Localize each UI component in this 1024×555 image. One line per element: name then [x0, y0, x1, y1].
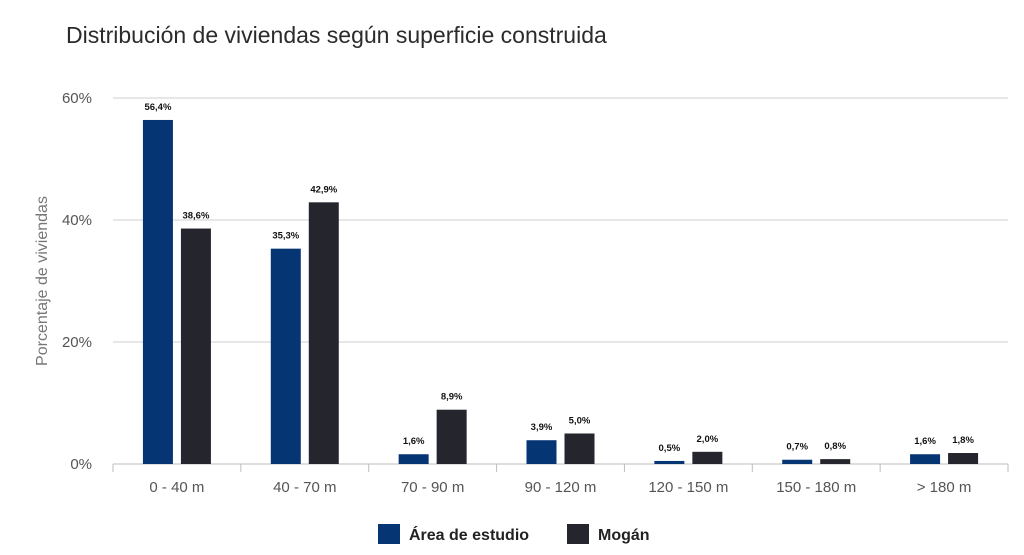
- data-label: 1,6%: [403, 436, 425, 447]
- x-tick-label: 40 - 70 m: [273, 479, 336, 496]
- x-tick-label: 0 - 40 m: [149, 479, 204, 496]
- bar: [948, 453, 979, 464]
- bar: [564, 433, 595, 464]
- bar: [398, 454, 429, 464]
- x-tick-label: 150 - 180 m: [776, 479, 856, 496]
- bar: [692, 451, 723, 464]
- legend-swatch: [378, 524, 400, 544]
- data-label: 0,8%: [824, 441, 846, 452]
- data-label: 3,9%: [531, 422, 553, 433]
- y-tick-label: 40%: [62, 212, 92, 229]
- bar: [142, 119, 173, 465]
- data-label: 1,8%: [952, 435, 974, 446]
- x-tick-label: 120 - 150 m: [648, 479, 728, 496]
- data-label: 56,4%: [144, 102, 171, 113]
- data-label: 0,5%: [659, 443, 681, 454]
- x-tick-label: > 180 m: [917, 479, 972, 496]
- bar: [782, 459, 813, 464]
- chart-title: Distribución de viviendas según superfic…: [66, 22, 607, 48]
- y-tick-label: 0%: [70, 456, 92, 473]
- data-label: 38,6%: [182, 211, 209, 222]
- y-tick-label: 20%: [62, 334, 92, 351]
- bar: [436, 409, 467, 464]
- data-label: 8,9%: [441, 392, 463, 403]
- data-label: 42,9%: [310, 184, 337, 195]
- bar: [910, 454, 941, 464]
- bar: [270, 248, 301, 464]
- data-label: 0,7%: [786, 442, 808, 453]
- bar: [180, 228, 211, 464]
- legend-swatch: [567, 524, 589, 544]
- bar: [526, 440, 557, 464]
- data-label: 2,0%: [697, 434, 719, 445]
- data-label: 35,3%: [272, 231, 299, 242]
- x-tick-label: 90 - 120 m: [525, 479, 597, 496]
- bar: [308, 202, 339, 464]
- x-tick-label: 70 - 90 m: [401, 479, 464, 496]
- legend-label: Mogán: [598, 527, 650, 544]
- bar: [654, 460, 685, 464]
- data-label: 1,6%: [914, 436, 936, 447]
- y-axis-label: Porcentaje de viviendas: [34, 196, 51, 366]
- bar: [820, 459, 851, 464]
- y-tick-label: 60%: [62, 90, 92, 107]
- data-label: 5,0%: [569, 416, 591, 427]
- legend-label: Área de estudio: [409, 525, 529, 544]
